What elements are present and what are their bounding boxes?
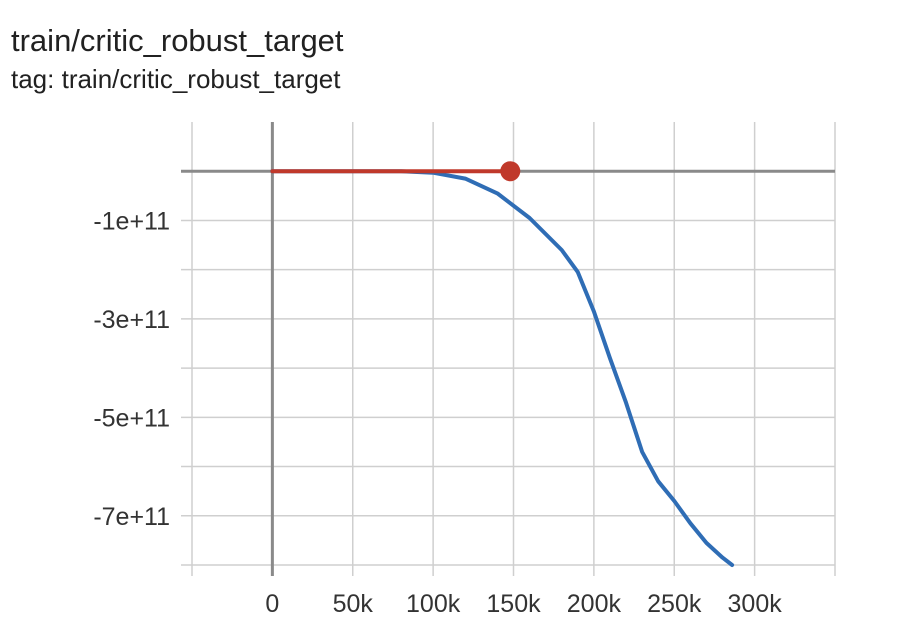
y-tick-label: -5e+11	[93, 404, 170, 432]
y-tick-label: -7e+11	[93, 503, 170, 531]
tick-labels: 0 50k 100k 150k 200k 250k 300k -1e+11 -3e+11 -5e+…	[93, 207, 782, 618]
x-tick-label: 100k	[406, 590, 461, 618]
x-tick-label: 250k	[647, 590, 702, 618]
x-tick-label: 200k	[567, 590, 622, 618]
chart-title: train/critic_robust_target	[11, 23, 344, 58]
x-tick-label: 150k	[486, 590, 541, 618]
y-tick-label: -1e+11	[93, 207, 170, 235]
x-tick-label: 50k	[333, 590, 374, 618]
axis-lines	[181, 122, 835, 576]
y-tick-label: -3e+11	[93, 306, 170, 334]
x-tick-label: 0	[265, 590, 279, 618]
x-tick-label: 300k	[728, 590, 783, 618]
series-end-marker	[500, 161, 521, 182]
series-lines	[270, 161, 735, 567]
chart-subtitle: tag: train/critic_robust_target	[11, 64, 341, 94]
grid-lines	[181, 122, 836, 576]
